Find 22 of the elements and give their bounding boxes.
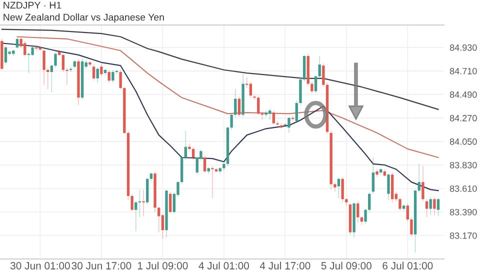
y-tick-label: 83.830 — [450, 162, 477, 168]
line-series — [1, 28, 439, 110]
line-series — [16, 36, 439, 158]
x-tick-label: 4 Jul 01:00 — [198, 262, 249, 270]
y-tick-label: 83.390 — [450, 208, 477, 216]
x-tick-label: 6 Jul 01:00 — [382, 262, 433, 270]
x-tick-label: 30 Jun 01:00 — [10, 262, 70, 270]
y-tick-label: 84.930 — [450, 44, 477, 51]
x-tick-label: 30 Jun 17:00 — [72, 262, 132, 270]
chart-title: NZDJPY · H1 — [4, 2, 62, 9]
line-series — [1, 42, 439, 192]
x-tick-label: 4 Jul 17:00 — [260, 262, 310, 270]
chart-subtitle: New Zealand Dollar vs Japanese Yen — [4, 14, 164, 23]
y-tick-label: 84.490 — [450, 91, 477, 98]
y-tick-label: 84.270 — [450, 114, 477, 122]
x-tick-label: 5 Jul 09:00 — [321, 262, 372, 270]
y-tick-label: 84.710 — [450, 68, 477, 74]
y-tick-label: 84.050 — [450, 138, 477, 145]
y-tick-label: 83.610 — [450, 185, 477, 192]
x-tick-label: 1 Jul 09:00 — [138, 262, 188, 270]
candlestick — [253, 94, 256, 100]
y-tick-label: 83.170 — [450, 232, 477, 239]
